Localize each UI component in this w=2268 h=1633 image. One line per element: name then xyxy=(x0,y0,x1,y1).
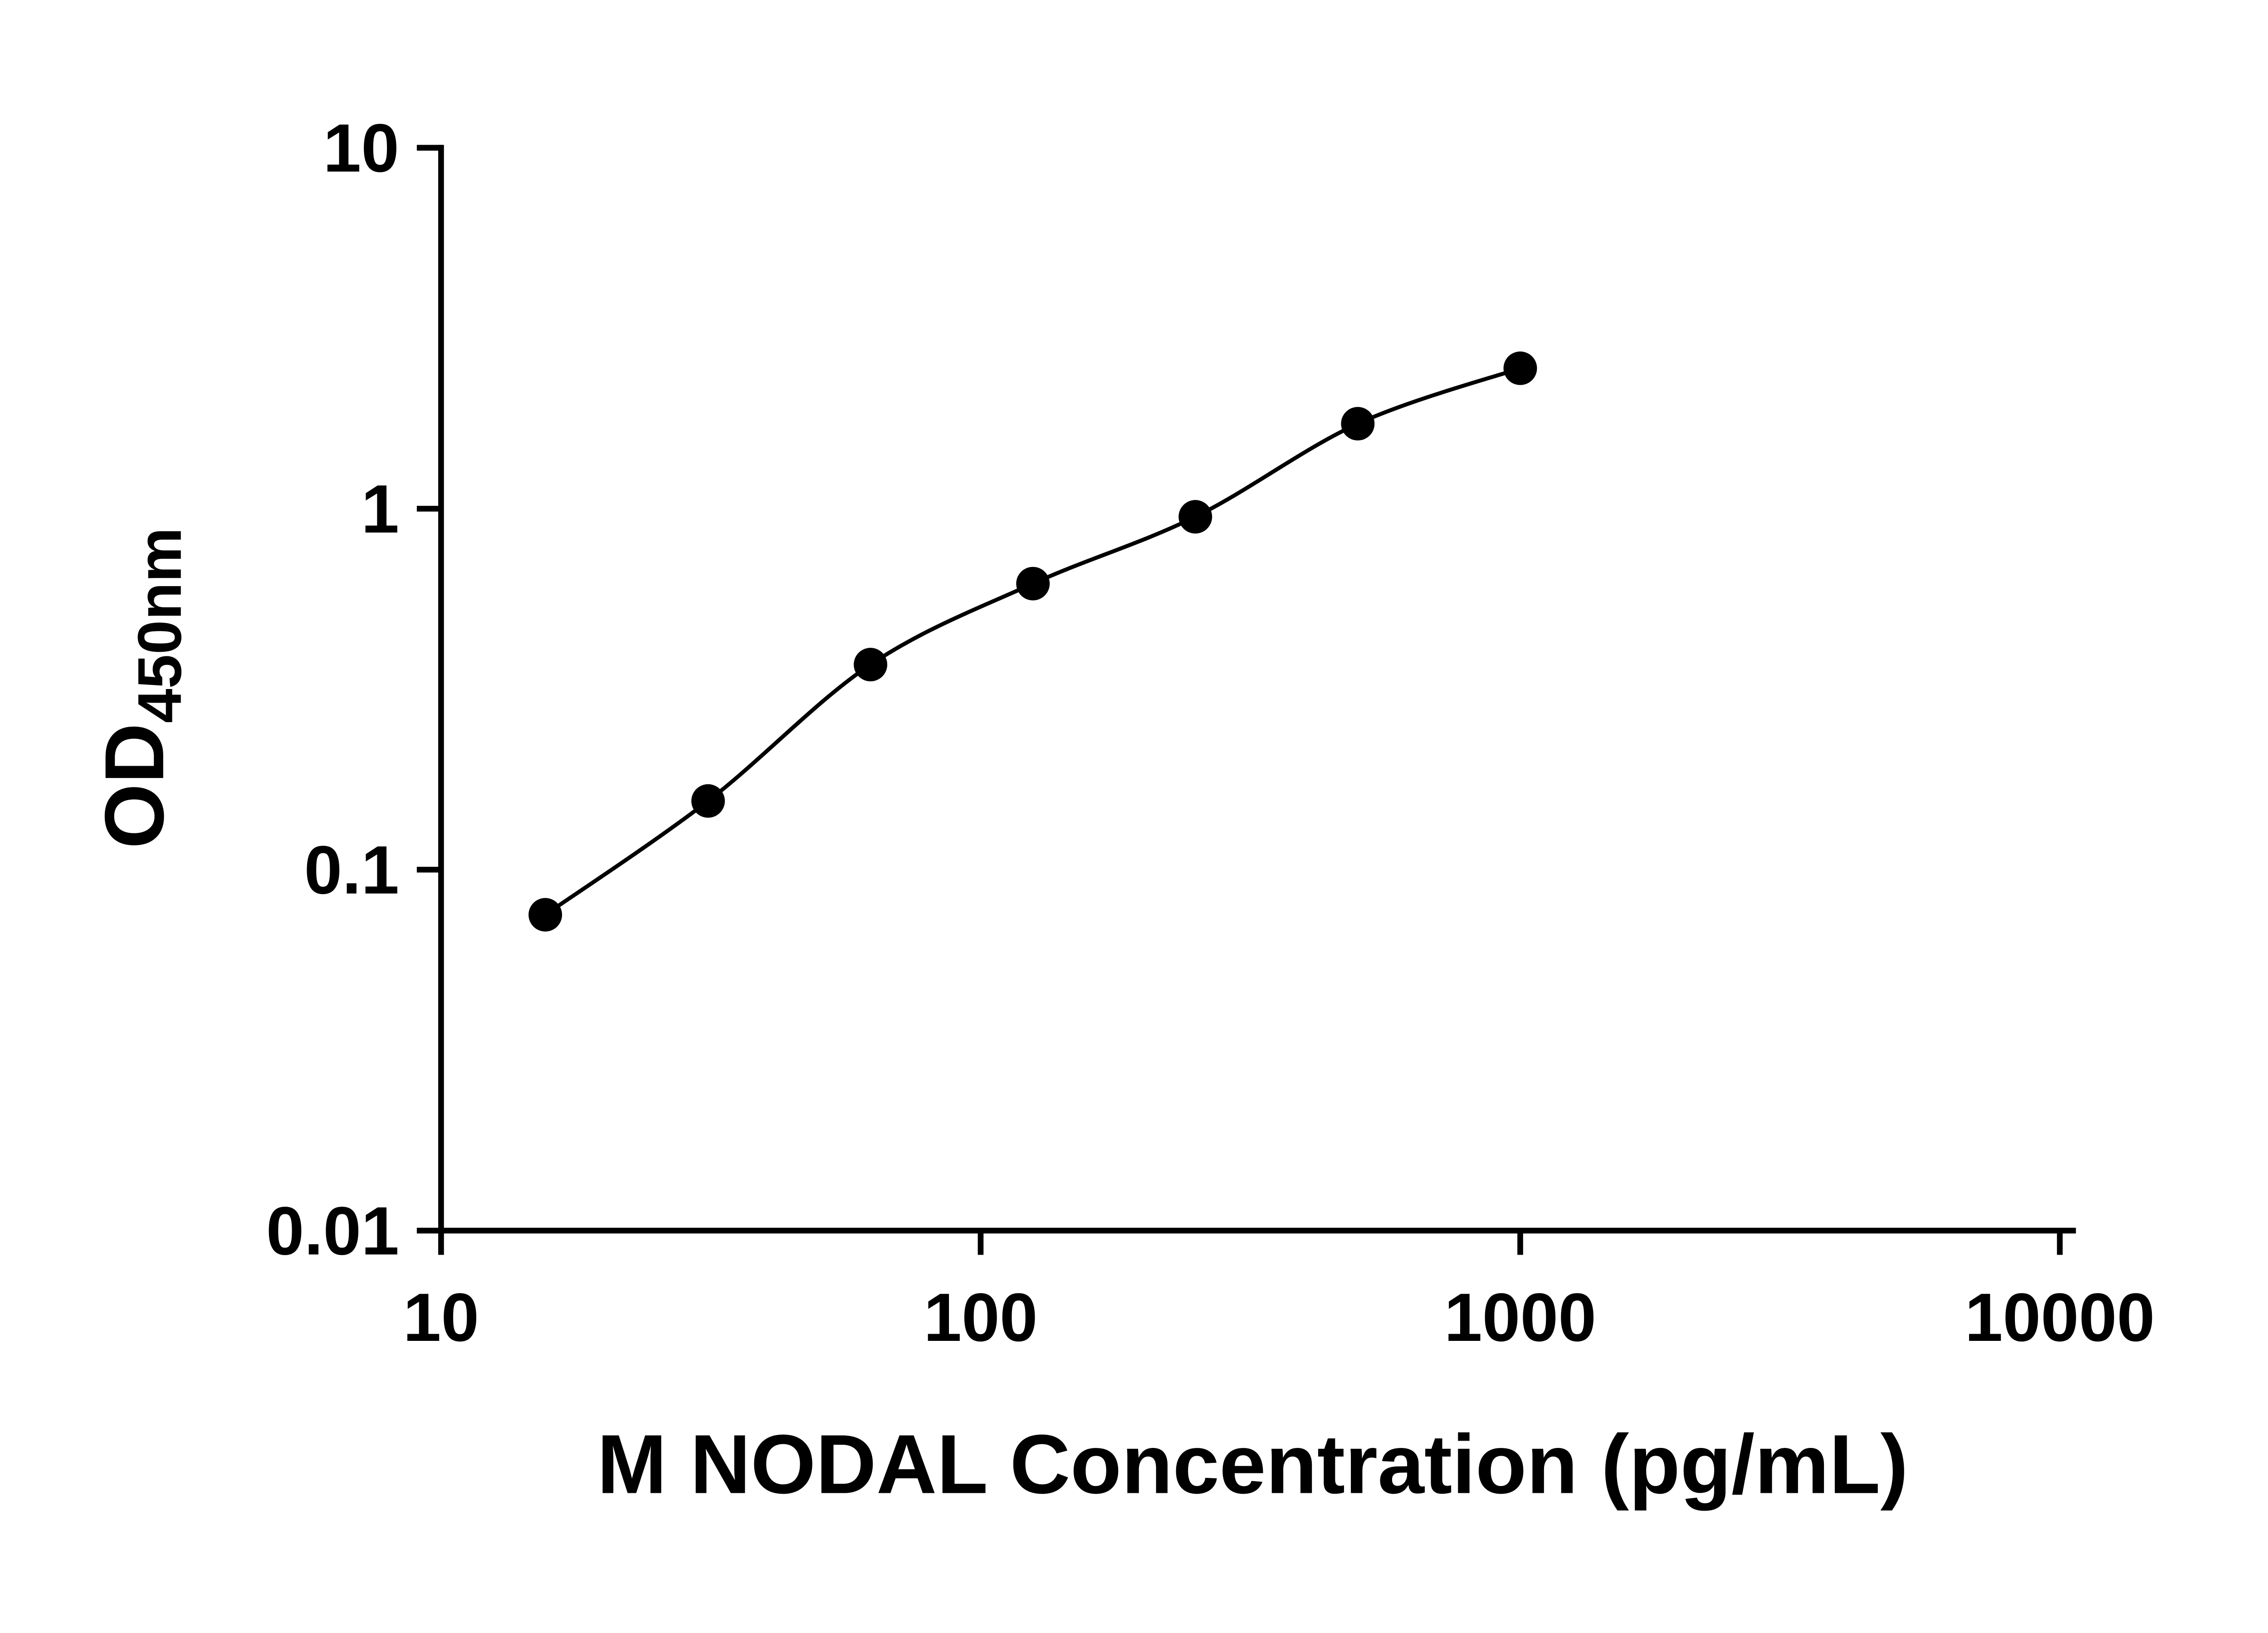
fit-curve xyxy=(544,366,1521,917)
standard-curve-chart: 10 100 1000 10000 10 1 0.1 0.01 M NODAL Concent… xyxy=(88,110,2155,1511)
x-axis-title: M NODAL Concentration (pg/mL) xyxy=(597,1418,1908,1511)
elisa-standard-curve-figure: 10 100 1000 10000 10 1 0.1 0.01 M NODAL Concent… xyxy=(88,110,2155,1511)
data-point xyxy=(854,648,888,682)
x-tick-label: 10000 xyxy=(1965,1279,2155,1355)
y-tick-label: 10 xyxy=(323,110,399,186)
y-tick-label: 0.01 xyxy=(266,1193,399,1269)
data-point xyxy=(1503,351,1537,385)
x-tick-label: 100 xyxy=(924,1279,1037,1355)
y-axis-title-sub: 450nm xyxy=(125,528,194,723)
y-tick-label: 0.1 xyxy=(304,832,400,908)
x-tick-label: 1000 xyxy=(1444,1279,1596,1355)
data-point xyxy=(691,784,725,818)
data-point xyxy=(528,898,562,932)
y-axis-title: OD450nm xyxy=(88,528,194,849)
data-point xyxy=(1016,567,1050,601)
y-tick-label: 1 xyxy=(361,471,399,547)
data-point xyxy=(1178,500,1212,534)
y-axis-title-main: OD xyxy=(88,723,181,849)
data-point xyxy=(1341,407,1375,441)
chart-plot-area: 10 100 1000 10000 10 1 0.1 0.01 xyxy=(266,110,2155,1355)
x-tick-label: 10 xyxy=(403,1279,479,1355)
